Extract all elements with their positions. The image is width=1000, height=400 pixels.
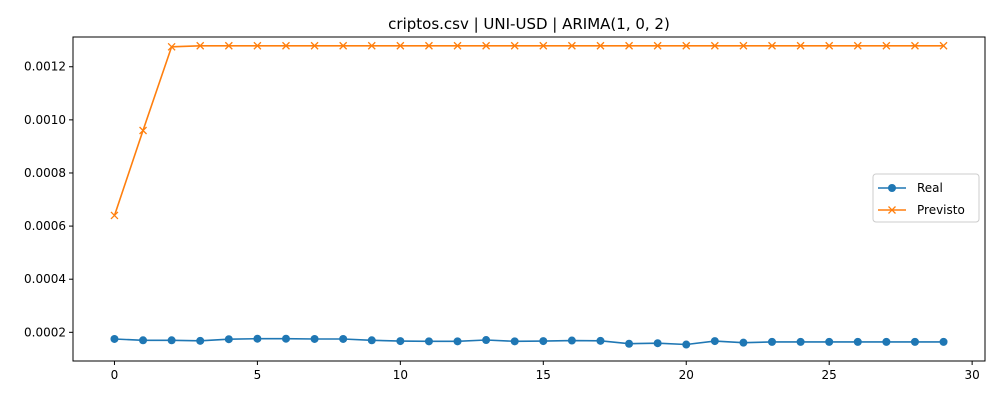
x-tick-label: 0 [111, 368, 119, 382]
data-point-previsto [739, 41, 748, 50]
data-point-real [396, 337, 405, 346]
data-point-previsto [139, 126, 148, 135]
data-point-previsto [796, 41, 805, 50]
series-line-real [114, 337, 944, 346]
data-point-previsto [825, 41, 834, 50]
data-point-real [339, 334, 348, 343]
data-point-real [281, 334, 290, 343]
data-point-previsto [396, 41, 405, 50]
legend-label-previsto: Previsto [917, 203, 965, 217]
data-point-previsto [682, 41, 691, 50]
y-tick-label: 0.0004 [24, 272, 66, 286]
y-tick-label: 0.0006 [24, 219, 66, 233]
data-point-real [539, 337, 548, 346]
chart-title: criptos.csv | UNI-USD | ARIMA(1, 0, 2) [388, 15, 670, 33]
x-tick-label: 30 [964, 368, 979, 382]
y-tick-label: 0.0002 [24, 325, 66, 339]
data-point-previsto [939, 41, 948, 50]
data-point-real [253, 334, 262, 343]
data-point-previsto [625, 41, 634, 50]
data-point-real [139, 336, 148, 345]
data-point-previsto [710, 41, 719, 50]
data-point-real [110, 334, 119, 343]
data-point-previsto [910, 41, 919, 50]
data-point-real [853, 337, 862, 346]
ticks-layer: 0 5 10 15 20 25 30 0.0002 0.0004 0.0006 0.0008 0.00… [24, 60, 980, 382]
y-tick-label: 0.0012 [24, 60, 66, 74]
data-point-real [167, 336, 176, 345]
legend-marker-real [888, 184, 896, 192]
data-point-real [653, 339, 662, 348]
plot-frame [72, 36, 986, 362]
data-point-previsto [310, 41, 319, 50]
data-point-real [367, 336, 376, 345]
data-point-real [310, 334, 319, 343]
data-point-real [939, 337, 948, 346]
data-point-previsto [110, 211, 119, 220]
data-point-previsto [882, 41, 891, 50]
data-point-real [424, 337, 433, 346]
legend-label-real: Real [917, 181, 943, 195]
x-tick-label: 25 [822, 368, 837, 382]
data-point-previsto [424, 41, 433, 50]
x-tick-label: 20 [679, 368, 694, 382]
data-point-real [796, 337, 805, 346]
data-point-real [453, 337, 462, 346]
data-point-previsto [596, 41, 605, 50]
y-tick-label: 0.0010 [24, 113, 66, 127]
data-point-real [625, 339, 634, 348]
data-point-previsto [453, 41, 462, 50]
data-point-previsto [482, 41, 491, 50]
data-point-previsto [282, 41, 290, 50]
legend-marker-previsto [888, 206, 896, 214]
data-point-real [768, 337, 777, 346]
series-layer [110, 41, 948, 349]
data-point-previsto [367, 41, 376, 50]
data-point-previsto [196, 41, 205, 50]
data-point-previsto [167, 42, 176, 51]
data-point-real [510, 337, 519, 346]
series-line-previsto [113, 44, 944, 216]
data-point-real [596, 336, 605, 345]
plot-area [73, 37, 985, 361]
data-point-real [567, 336, 576, 345]
data-point-real [224, 335, 233, 344]
data-point-previsto [653, 41, 662, 50]
x-tick-label: 5 [254, 368, 262, 382]
data-point-previsto [224, 41, 233, 50]
data-point-real [710, 337, 719, 346]
data-point-previsto [768, 41, 776, 50]
data-point-previsto [253, 41, 262, 50]
data-point-real [882, 337, 891, 346]
data-point-real [682, 340, 691, 349]
data-point-previsto [339, 41, 348, 50]
data-point-real [825, 337, 834, 346]
data-point-previsto [539, 41, 548, 50]
data-point-previsto [853, 41, 862, 50]
data-point-real [482, 336, 491, 345]
data-point-real [739, 338, 748, 347]
x-tick-label: 15 [536, 368, 551, 382]
legend: Real Previsto [872, 173, 980, 223]
data-point-real [196, 336, 205, 345]
data-point-previsto [510, 41, 519, 50]
x-tick-label: 10 [393, 368, 408, 382]
data-point-real [910, 337, 919, 346]
y-tick-label: 0.0008 [24, 166, 66, 180]
data-point-previsto [567, 41, 576, 50]
